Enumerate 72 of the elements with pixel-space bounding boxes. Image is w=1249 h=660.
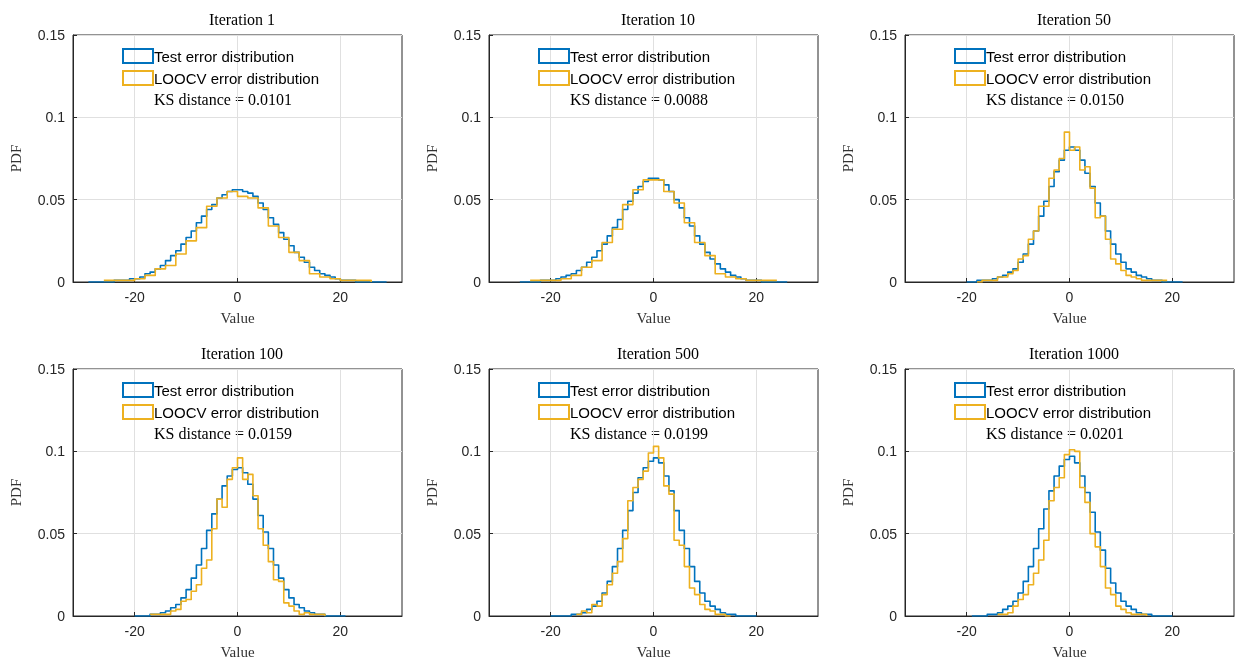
x-tick-label: 0 bbox=[233, 623, 242, 639]
y-tick-label: 0 bbox=[473, 274, 482, 290]
y-tick-label: 0.05 bbox=[453, 525, 482, 542]
x-tick-label: -20 bbox=[956, 623, 978, 639]
legend-label: LOOCV error distribution bbox=[986, 69, 1152, 87]
x-tick-label: -20 bbox=[124, 623, 146, 639]
y-tick-label: 0.1 bbox=[877, 109, 898, 126]
legend-label: Test error distribution bbox=[154, 381, 295, 399]
x-tick-label: 0 bbox=[233, 289, 242, 305]
x-tick-label: -20 bbox=[540, 289, 562, 305]
y-tick-label: 0.15 bbox=[37, 361, 66, 377]
legend-label: LOOCV error distribution bbox=[986, 403, 1152, 421]
y-tick-label: 0 bbox=[889, 608, 898, 624]
y-tick-label: 0.1 bbox=[45, 109, 66, 126]
chart-title: Iteration 100 bbox=[200, 344, 284, 362]
y-tick-label: 0.05 bbox=[37, 191, 66, 208]
legend-label: Test error distribution bbox=[986, 381, 1127, 399]
chart-title: Iteration 10 bbox=[620, 10, 696, 28]
x-tick-label: 20 bbox=[1164, 623, 1181, 639]
y-tick-label: 0.15 bbox=[37, 27, 66, 43]
y-tick-label: 0 bbox=[57, 274, 66, 290]
y-tick-label: 0.05 bbox=[869, 525, 898, 542]
x-tick-label: 20 bbox=[332, 623, 349, 639]
chart-title: Iteration 1000 bbox=[1028, 344, 1120, 362]
y-tick-label: 0.1 bbox=[45, 443, 66, 460]
legend-label: LOOCV error distribution bbox=[154, 403, 320, 421]
y-axis-title: PDF bbox=[423, 478, 440, 507]
legend-label: Test error distribution bbox=[154, 47, 295, 65]
chart-title: Iteration 50 bbox=[1036, 10, 1112, 28]
y-tick-label: 0.1 bbox=[877, 443, 898, 460]
x-axis-title: Value bbox=[220, 309, 255, 326]
y-tick-label: 0 bbox=[473, 608, 482, 624]
x-axis-title: Value bbox=[636, 309, 671, 326]
y-tick-label: 0 bbox=[889, 274, 898, 290]
y-tick-label: 0.1 bbox=[461, 443, 482, 460]
y-tick-label: 0.15 bbox=[453, 361, 482, 377]
y-tick-label: 0 bbox=[57, 608, 66, 624]
x-tick-label: 0 bbox=[1065, 623, 1074, 639]
x-tick-label: 0 bbox=[649, 289, 658, 305]
x-axis-title: Value bbox=[1052, 643, 1087, 660]
legend-label: Test error distribution bbox=[570, 381, 711, 399]
x-tick-label: 20 bbox=[332, 289, 349, 305]
x-tick-label: -20 bbox=[124, 289, 146, 305]
x-tick-label: -20 bbox=[956, 289, 978, 305]
x-tick-label: 0 bbox=[1065, 289, 1074, 305]
x-tick-label: -20 bbox=[540, 623, 562, 639]
x-tick-label: 20 bbox=[1164, 289, 1181, 305]
y-tick-label: 0.15 bbox=[869, 27, 898, 43]
x-axis-title: Value bbox=[220, 643, 255, 660]
y-axis-title: PDF bbox=[839, 478, 856, 507]
x-axis-title: Value bbox=[636, 643, 671, 660]
legend-label: Test error distribution bbox=[570, 47, 711, 65]
y-axis-title: PDF bbox=[7, 478, 24, 507]
y-tick-label: 0.15 bbox=[453, 27, 482, 43]
y-tick-label: 0.05 bbox=[453, 191, 482, 208]
chart-title: Iteration 1 bbox=[208, 10, 276, 28]
y-tick-label: 0.05 bbox=[37, 525, 66, 542]
y-tick-label: 0.05 bbox=[869, 191, 898, 208]
y-tick-label: 0.15 bbox=[869, 361, 898, 377]
x-tick-label: 0 bbox=[649, 623, 658, 639]
legend-label: LOOCV error distribution bbox=[570, 403, 736, 421]
y-axis-title: PDF bbox=[7, 144, 24, 173]
x-tick-label: 20 bbox=[748, 623, 765, 639]
y-axis-title: PDF bbox=[839, 144, 856, 173]
legend-label: Test error distribution bbox=[986, 47, 1127, 65]
y-tick-label: 0.1 bbox=[461, 109, 482, 126]
legend-label: LOOCV error distribution bbox=[154, 69, 320, 87]
x-tick-label: 20 bbox=[748, 289, 765, 305]
y-axis-title: PDF bbox=[423, 144, 440, 173]
chart-title: Iteration 500 bbox=[616, 344, 700, 362]
x-axis-title: Value bbox=[1052, 309, 1087, 326]
legend-label: LOOCV error distribution bbox=[570, 69, 736, 87]
